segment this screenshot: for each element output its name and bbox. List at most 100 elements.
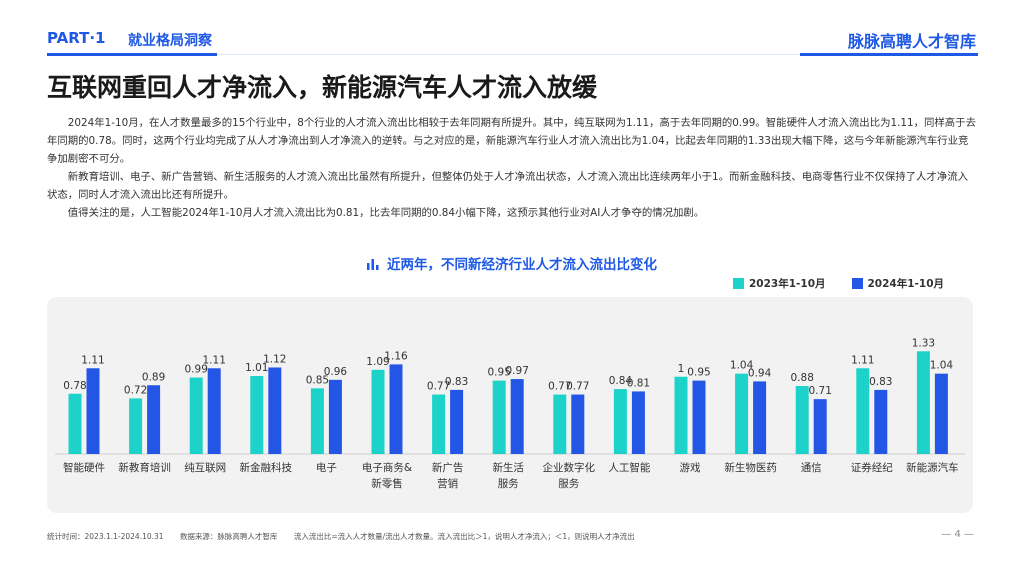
x-tick-label: 新生物医药 (724, 461, 777, 474)
data-label: 0.99 (185, 364, 208, 376)
legend-item-2024: 2024年1-10月 (851, 276, 945, 291)
body-text: 2024年1-10月，在人才数量最多的15个行业中，8个行业的人才流入流出比相较… (47, 114, 977, 222)
bar-2024 (874, 389, 888, 454)
part-label: PART·1 (47, 29, 106, 47)
bar-2024 (450, 389, 464, 454)
x-tick-label: 企业数字化 (543, 461, 596, 474)
bar-2024 (389, 364, 403, 454)
bar-2023 (795, 386, 809, 454)
bar-2023 (432, 394, 446, 454)
bar-2023 (250, 375, 264, 454)
bar-2024 (571, 394, 585, 454)
data-label: 0.83 (445, 376, 468, 388)
data-label: 1.11 (81, 354, 104, 366)
legend-label-2024: 2024年1-10月 (867, 278, 945, 290)
header-bar: PART·1 就业格局洞察 脉脉高聘人才智库 (0, 0, 1024, 54)
x-tick-label: 新生活 (492, 461, 524, 474)
bar-2023 (310, 388, 324, 454)
data-label: 1.11 (851, 354, 874, 366)
x-tick-label: 服务 (498, 477, 519, 490)
data-label: 0.88 (791, 372, 814, 384)
bar-2024 (86, 368, 100, 454)
header-divider-accent-right (800, 53, 978, 56)
data-label: 1.04 (930, 360, 954, 372)
bar-2024 (753, 381, 767, 454)
x-tick-label: 通信 (801, 462, 822, 474)
legend-swatch-2024 (851, 278, 863, 289)
footer: 统计时间：2023.1.1-2024.10.31 数据来源：脉脉高聘人才智库 流… (47, 531, 649, 542)
footer-source: 数据来源：脉脉高聘人才智库 (179, 532, 278, 541)
bar-2024 (328, 379, 342, 454)
bar-2023 (371, 369, 385, 454)
legend-swatch-2023 (733, 278, 744, 289)
data-label: 0.84 (609, 375, 633, 387)
bar-2023 (189, 377, 203, 454)
legend-label-2023: 2023年1-10月 (749, 278, 826, 290)
data-label: 0.89 (142, 371, 165, 383)
data-label: 1.33 (912, 337, 935, 349)
data-label: 1.04 (730, 360, 754, 372)
paragraph: 新教育培训、电子、新广告营销、新生活服务的人才流入流出比虽然有所提升，但整体仍处… (47, 171, 968, 201)
page-number: — 4 — (941, 529, 974, 540)
data-label: 1.12 (263, 353, 286, 365)
data-label: 1 (678, 363, 685, 375)
x-tick-label: 纯互联网 (184, 461, 226, 474)
x-tick-label: 人工智能 (608, 461, 650, 474)
x-tick-label: 电子 (316, 461, 337, 474)
bar-2024 (268, 367, 282, 454)
paragraph: 2024年1-10月，在人才数量最多的15个行业中，8个行业的人才流入流出比相较… (47, 117, 976, 165)
chart-panel: 0.78 1.11 智能硬件 0.72 0.89 新教育培训 0.99 1.11 纯互联网 1.0… (47, 297, 973, 513)
paragraph: 值得关注的是，人工智能2024年1-10月人才流入流出比为0.81，比去年同期的… (67, 207, 705, 219)
x-tick-label: 新能源汽车 (906, 461, 959, 474)
footer-note: 流入流出比=流入人才数量/流出人才数量。流入流出比＞1，说明人才净流入；＜1，则… (293, 532, 635, 541)
data-label: 0.77 (427, 381, 450, 393)
x-tick-label: 营销 (437, 477, 458, 490)
data-label: 0.77 (548, 381, 571, 393)
x-tick-label: 智能硬件 (63, 461, 105, 474)
data-label: 0.71 (809, 385, 832, 397)
x-tick-label: 新金融科技 (240, 461, 293, 474)
data-label: 0.95 (488, 367, 511, 379)
data-label: 0.85 (306, 374, 329, 386)
bar-2024 (631, 391, 645, 454)
footer-time: 统计时间：2023.1.1-2024.10.31 (47, 532, 164, 541)
data-label: 0.77 (566, 381, 589, 393)
data-label: 0.95 (687, 367, 710, 379)
x-tick-label: 证券经纪 (851, 461, 893, 474)
chart-title: 近两年，不同新经济行业人才流入流出比变化 (0, 253, 1024, 274)
bar-2024 (813, 399, 827, 454)
bar-2023 (856, 368, 870, 454)
data-label: 0.78 (63, 380, 86, 392)
bar-2023 (129, 398, 143, 454)
x-tick-label: 新教育培训 (118, 461, 171, 474)
bar-2024 (207, 368, 221, 454)
data-label: 0.94 (748, 367, 772, 379)
data-label: 1.01 (245, 362, 268, 374)
bar-2023 (916, 351, 930, 454)
x-tick-label: 新零售 (371, 477, 403, 490)
bar-2023 (492, 380, 506, 454)
bar-2024 (934, 373, 948, 454)
data-label: 1.09 (366, 356, 389, 368)
bar-chart: 0.781.11智能硬件0.720.89新教育培训0.991.11纯互联网1.0… (55, 337, 965, 490)
page-title: 互联网重回人才净流入，新能源汽车人才流入放缓 (47, 73, 598, 102)
data-label: 0.83 (869, 376, 892, 388)
data-label: 1.11 (203, 354, 226, 366)
bar-2023 (553, 394, 567, 454)
x-tick-label: 电子商务& (362, 461, 412, 474)
data-label: 1.16 (384, 350, 408, 362)
chart-title-text: 近两年，不同新经济行业人才流入流出比变化 (387, 257, 657, 273)
data-label: 0.81 (627, 377, 650, 389)
x-tick-label: 新广告 (432, 461, 464, 474)
brand-name: 脉脉高聘人才智库 (847, 32, 976, 51)
header-divider-accent (47, 53, 217, 56)
bar-2023 (613, 389, 627, 454)
data-label: 0.96 (324, 366, 348, 378)
chart-legend: 2023年1-10月 2024年1-10月 (733, 276, 944, 291)
section-label: 就业格局洞察 (128, 33, 212, 49)
x-tick-label: 服务 (558, 477, 579, 490)
data-label: 0.97 (506, 365, 529, 377)
bar-2023 (68, 393, 82, 454)
bar-2023 (674, 376, 688, 454)
bar-2024 (510, 379, 524, 454)
